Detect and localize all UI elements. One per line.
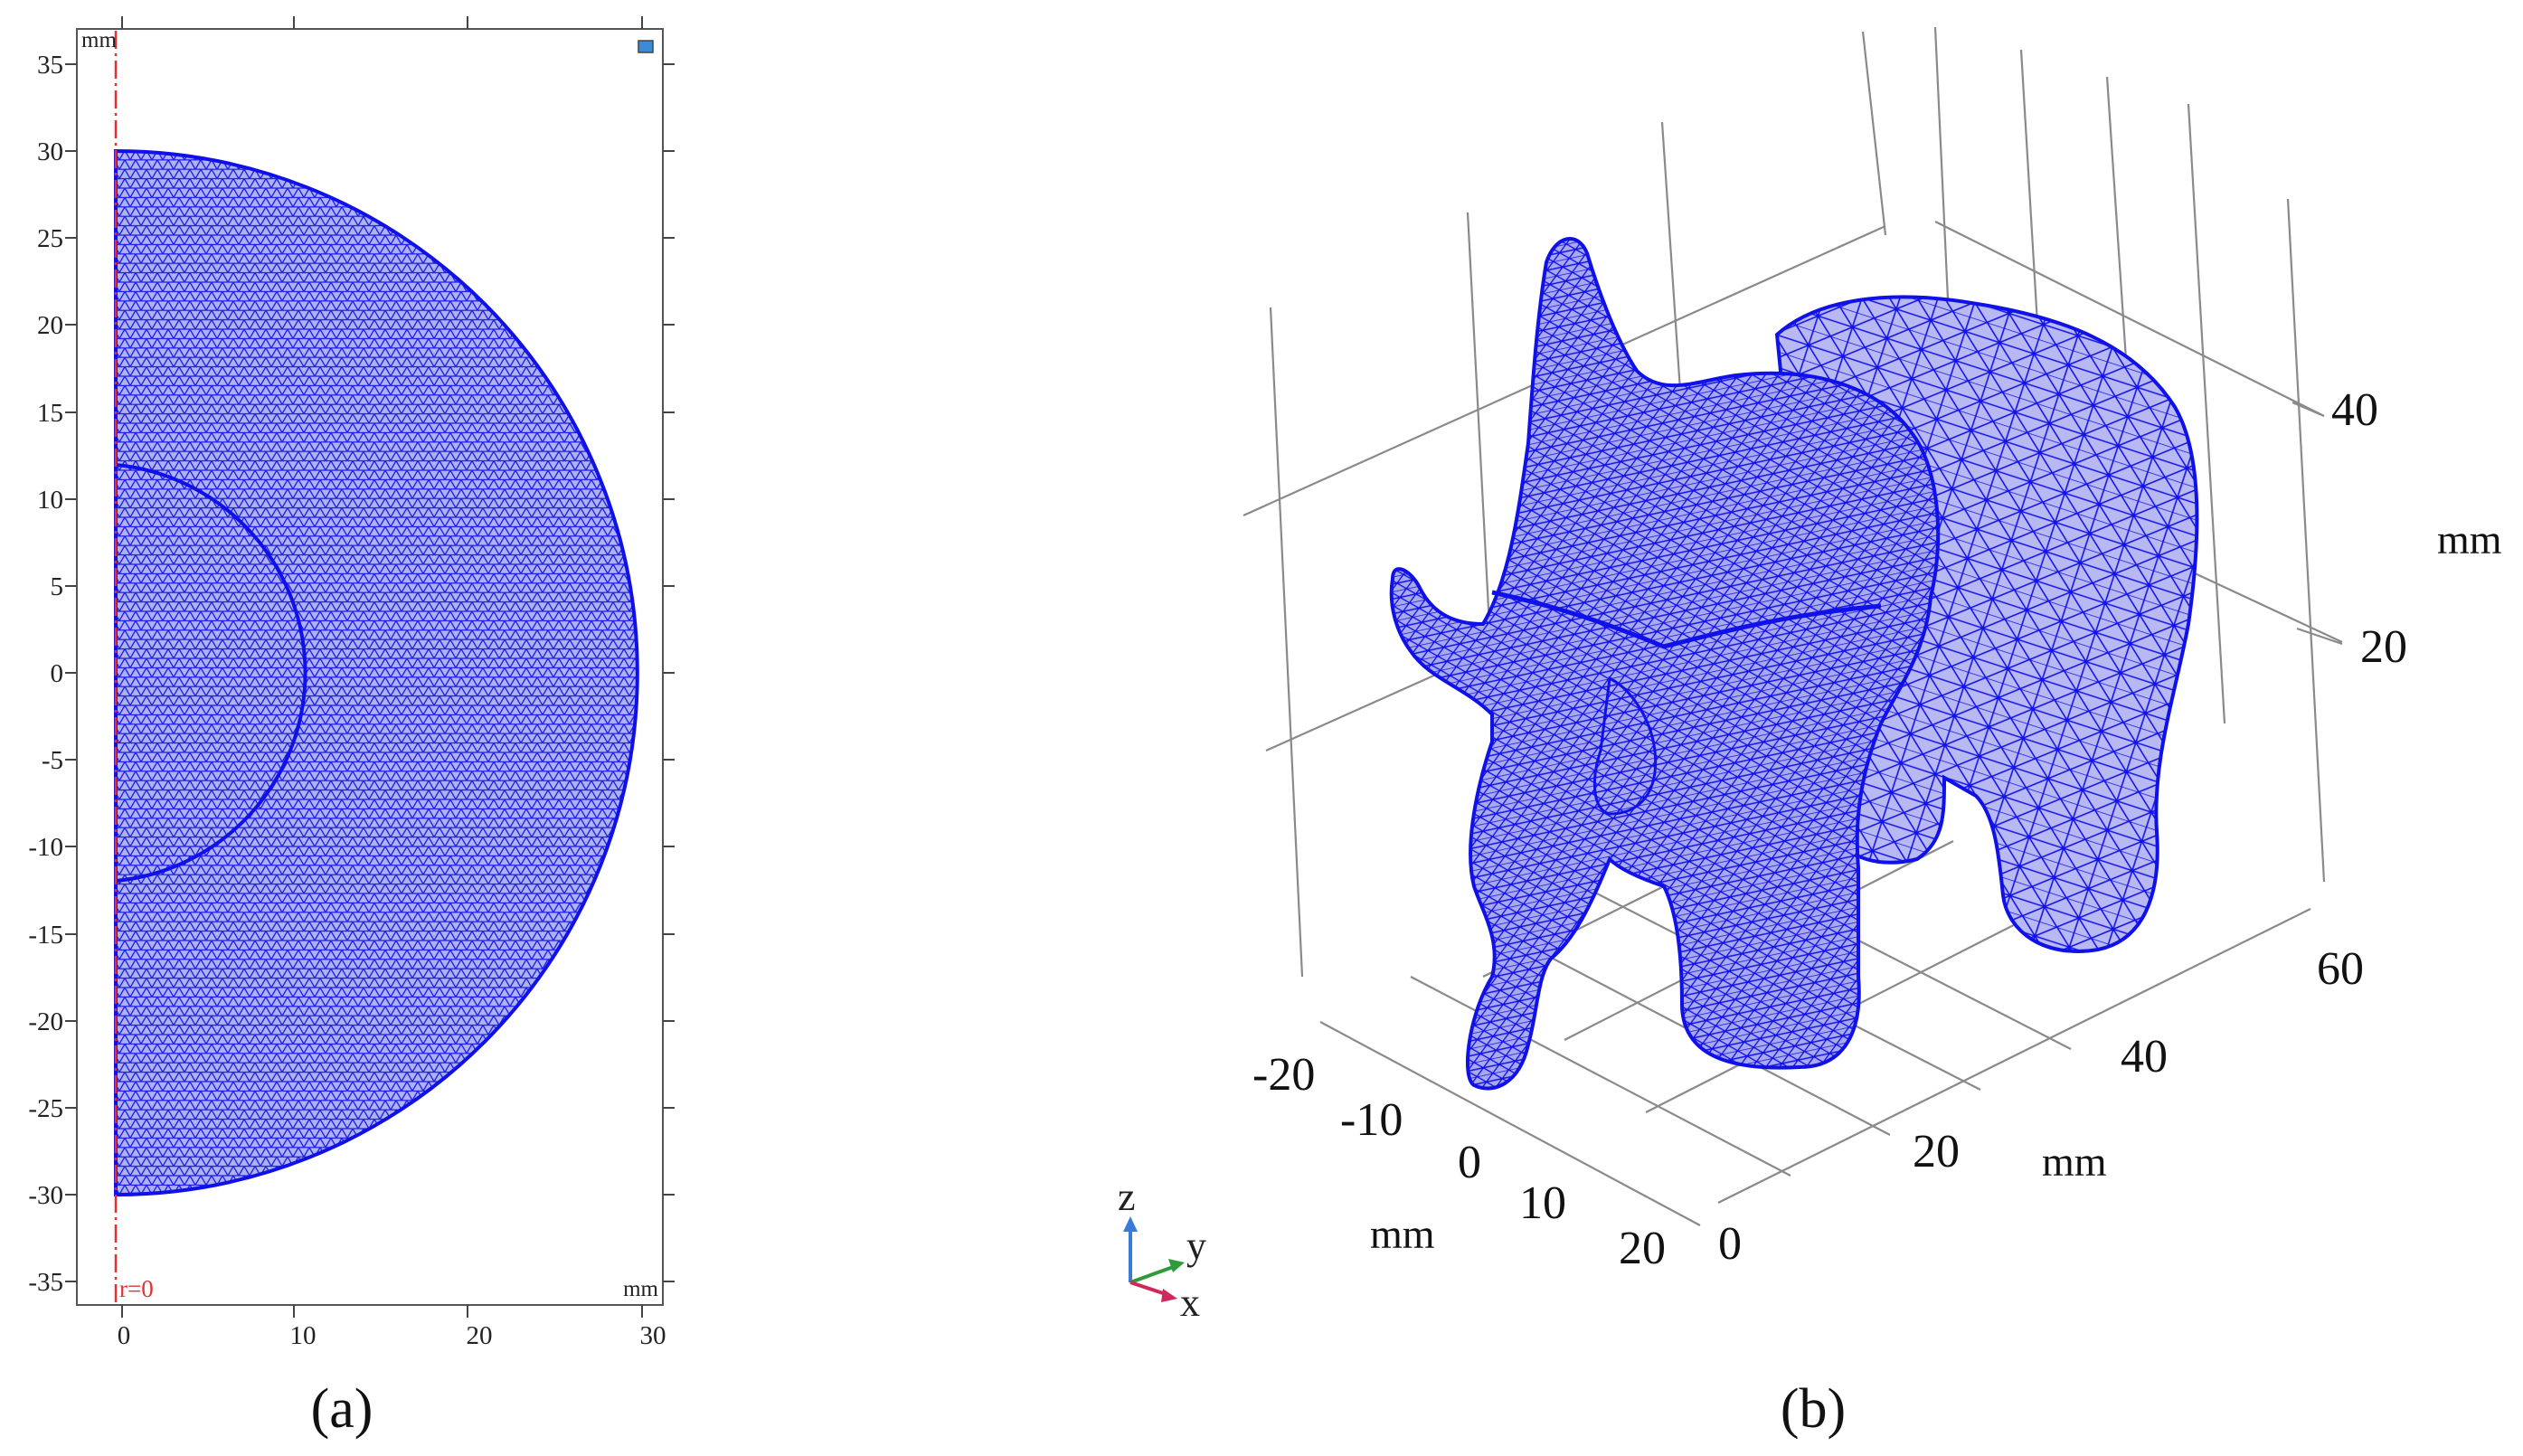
y-tick-20: 20 [37,311,63,340]
y-tick-neg5: -5 [42,746,63,775]
triad-y-label: y [1186,1224,1206,1268]
x-tick-neg20: -20 [1252,1049,1315,1101]
y-axis-unit: mm [2042,1139,2107,1185]
symmetry-axis-label: r=0 [119,1275,154,1302]
y-tick-neg10: -10 [28,833,63,862]
triad-z-label: z [1118,1175,1136,1219]
x-tick-0: 0 [118,1321,131,1350]
y-tick-60: 60 [2317,943,2364,995]
x-tick-neg10: -10 [1340,1094,1403,1146]
triad-x-label: x [1180,1281,1200,1325]
triad-y-arrow [1129,1264,1176,1284]
x-tick-10: 10 [290,1321,317,1350]
y-tick-neg30: -30 [28,1181,63,1210]
y-tick-35: 35 [37,51,63,80]
elephant-head-mesh [1389,237,1941,1091]
z-tick-40: 40 [2331,384,2378,436]
axis-triad: z y x [1118,1175,1206,1325]
y-tick-25: 25 [37,224,63,253]
z-axis-unit: mm [2437,516,2502,563]
elephant-trunk-mesh [1592,676,1658,816]
panel-a-y-ticks [65,63,675,1282]
elephant-seam-line [1491,590,1882,649]
y-tick-0: 0 [51,659,64,688]
y-tick-neg35: -35 [28,1268,63,1297]
panel-b: 40 20 mm 60 40 20 0 mm -20 -10 0 10 20 m… [1118,26,2502,1440]
y-tick-5: 5 [51,572,64,601]
y-tick-15: 15 [37,399,63,428]
x-tick-0-b: 0 [1458,1137,1481,1188]
y-tick-20-b: 20 [1913,1126,1960,1177]
inner-mesh-region [114,462,307,884]
z-tick-20: 20 [2360,621,2407,673]
triad-x-arrow [1129,1281,1169,1297]
x-tick-10-b: 10 [1519,1177,1566,1229]
x-tick-30: 30 [640,1321,666,1350]
x-axis-unit: mm [1370,1211,1435,1257]
panel-b-caption: (b) [1781,1378,1846,1440]
panel-a-caption: (a) [311,1378,373,1440]
outer-mesh-region [114,148,639,1197]
panel-a-unit-bottom: mm [623,1277,658,1301]
y-tick-neg25: -25 [28,1094,63,1123]
y-tick-neg20: -20 [28,1007,63,1036]
view-widget-icon[interactable] [638,40,654,53]
panel-a-x-ticks [121,16,643,1318]
panel-a-unit-top: mm [81,28,117,52]
x-tick-20: 20 [467,1321,493,1350]
x-tick-20-b: 20 [1619,1223,1666,1274]
panel-a: 35 30 25 20 15 10 5 0 -5 -10 -15 -20 -25… [28,16,675,1440]
y-tick-10: 10 [37,486,63,515]
y-tick-neg15: -15 [28,921,63,950]
y-tick-40: 40 [2121,1031,2168,1083]
y-tick-30: 30 [37,137,63,166]
y-tick-0-b: 0 [1718,1218,1742,1270]
